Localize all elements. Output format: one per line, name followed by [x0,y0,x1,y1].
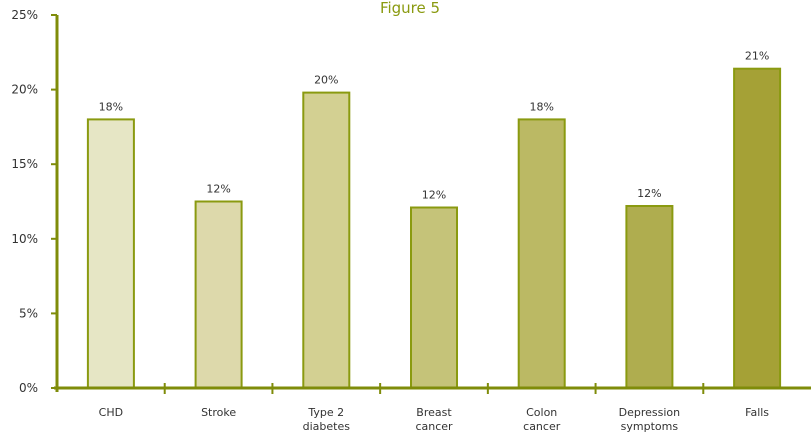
y-tick-label-0: 0% [19,381,38,395]
y-tick-label-3: 15% [11,157,38,171]
category-label-3: Breast cancer [415,406,453,433]
data-label-6: 21% [745,50,769,63]
data-label-0: 18% [99,100,123,113]
category-label-0: CHD [99,406,123,419]
bar-3 [410,206,458,389]
axes [51,14,811,394]
category-label-2: Type 2 diabetes [303,406,351,433]
data-label-2: 20% [314,74,338,87]
bar-0 [86,118,135,390]
category-label-4: Colon cancer [523,406,561,433]
y-tick-label-5: 25% [11,8,38,22]
category-label-1: Stroke [201,406,236,419]
bar-5 [625,205,674,389]
category-label-5: Depression symptoms [619,406,681,433]
y-tick-label-1: 5% [19,306,38,320]
data-label-4: 18% [529,100,553,113]
data-label-5: 12% [637,187,661,200]
chart-title: Figure 5 [380,0,440,17]
bars [86,67,782,390]
bar-4 [517,118,566,390]
bar-6 [733,67,782,389]
bar-2 [302,91,351,389]
y-tick-label-2: 10% [11,232,38,246]
bar-1 [194,200,243,389]
category-label-6: Falls [745,406,769,419]
data-label-1: 12% [206,183,230,196]
labels: 18% CHD 12% Stroke 20% Type 2 diabetes 12% Breas… [11,8,769,433]
y-tick-label-4: 20% [11,83,38,97]
data-label-3: 12% [422,189,446,202]
